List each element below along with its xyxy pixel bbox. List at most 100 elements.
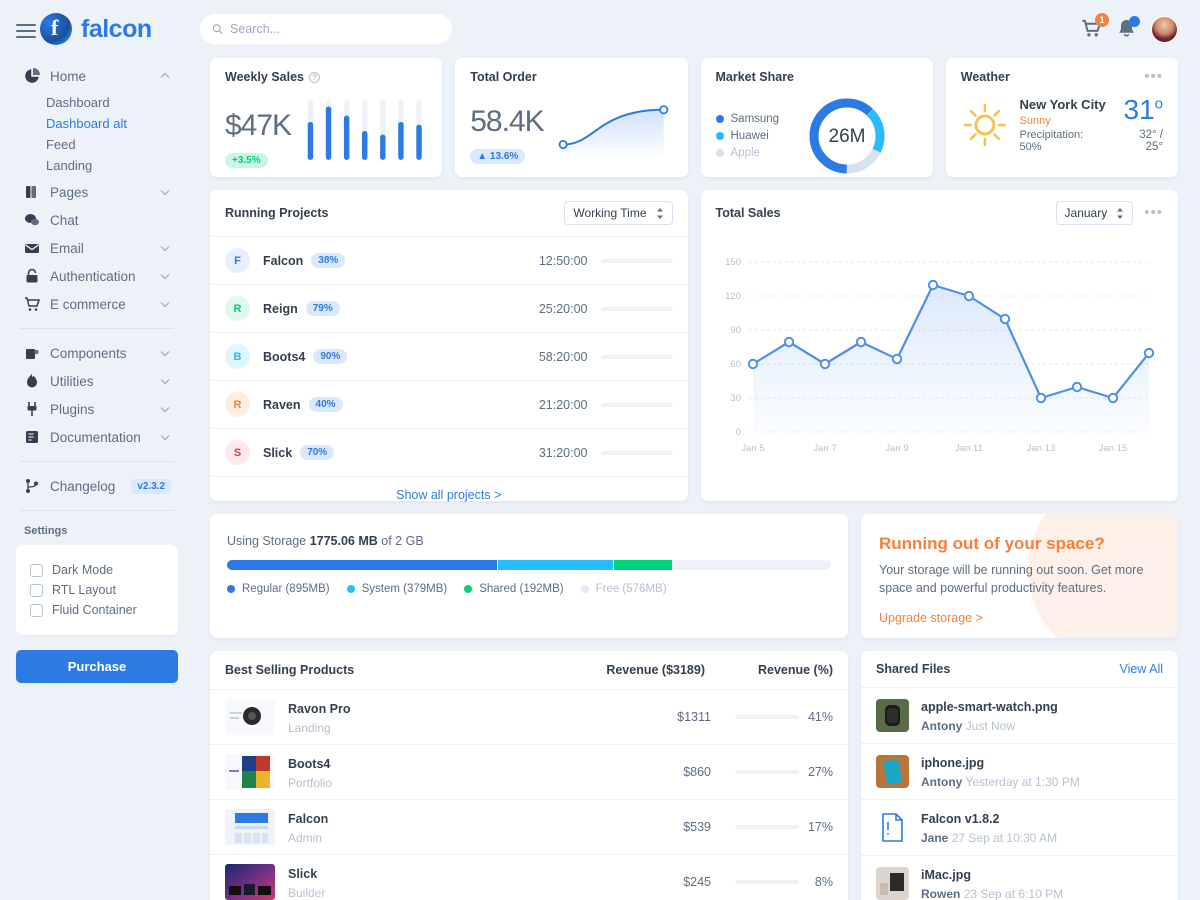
sidebar-item-pages[interactable]: Pages: [16, 178, 178, 206]
sidebar-sub-home: Dashboard Dashboard alt Feed Landing: [16, 90, 178, 178]
working-time-select[interactable]: Working Time: [564, 201, 673, 225]
product-revenue-pct: 41%: [807, 710, 833, 724]
product-name: Ravon Pro: [288, 701, 351, 716]
product-name: Slick: [288, 866, 318, 881]
legend-dot: [346, 585, 355, 593]
table-row[interactable]: Boots4 Portfolio $860 27%: [210, 745, 848, 800]
falcon-thumbnail: [225, 809, 275, 845]
chevron-down-icon[interactable]: [160, 432, 170, 442]
progress-bar: [735, 715, 799, 719]
product-category: Admin: [288, 830, 323, 845]
list-item[interactable]: iMac.jpg Rowen 23 Sep at 6:10 PM: [861, 856, 1178, 900]
setting-rtl-layout[interactable]: RTL Layout: [30, 583, 164, 597]
book-open-icon: [26, 431, 38, 443]
projects-list: F Falcon 38% 12:50:00 R Reign 79% 25:20:…: [210, 237, 688, 477]
chevron-down-icon[interactable]: [160, 271, 170, 281]
info-icon[interactable]: ?: [309, 71, 320, 83]
checkbox-rtl-layout[interactable]: [30, 583, 43, 597]
setting-fluid-container[interactable]: Fluid Container: [30, 603, 164, 617]
sidebar-item-landing[interactable]: Landing: [46, 158, 93, 173]
sidebar-item-changelog[interactable]: Changelog v2.3.2: [16, 472, 178, 500]
table-row[interactable]: Slick Builder $245 8%: [210, 855, 848, 900]
setting-dark-mode[interactable]: Dark Mode: [30, 563, 164, 577]
table-row[interactable]: S Slick 70% 31:20:00: [210, 429, 688, 477]
sidebar-item-email[interactable]: Email: [16, 234, 178, 262]
brand[interactable]: falcon: [16, 0, 178, 58]
ellipsis-icon[interactable]: •••: [1144, 204, 1163, 221]
chevron-down-icon[interactable]: [160, 243, 170, 253]
sidebar-item-authentication[interactable]: Authentication: [16, 262, 178, 290]
sidebar-item-feed[interactable]: Feed: [46, 137, 76, 152]
legend-label: Samsung: [730, 113, 780, 125]
storage-row: Using Storage 1775.06 MB of 2 GB Regular…: [210, 514, 1178, 638]
checkbox-dark-mode[interactable]: [30, 563, 43, 577]
avatar[interactable]: [1151, 15, 1178, 43]
table-row[interactable]: Ravon Pro Landing $1311 41%: [210, 690, 848, 745]
file-time: 27 Sep at 10:30 AM: [951, 831, 1058, 845]
sidebar-item-components[interactable]: Components: [16, 339, 178, 367]
project-time: 58:20:00: [538, 349, 588, 364]
purchase-button[interactable]: Purchase: [16, 650, 178, 683]
product-revenue-pct: 8%: [814, 875, 833, 889]
shopping-cart-icon: [25, 297, 40, 311]
chevron-up-icon[interactable]: [160, 71, 170, 81]
y-tick-label: 60: [730, 359, 741, 370]
setting-label: Fluid Container: [52, 603, 137, 617]
month-select[interactable]: January: [1055, 201, 1134, 225]
sidebar-item-ecommerce[interactable]: E commerce: [16, 290, 178, 318]
progress-bar: [600, 354, 673, 359]
sort-arrows-icon: [1117, 207, 1124, 219]
y-tick-label: 90: [730, 325, 741, 336]
weather-temp: 31: [1123, 94, 1155, 125]
weather-title: Weather: [960, 70, 1010, 84]
table-row[interactable]: B Boots4 90% 58:20:00: [210, 333, 688, 381]
legend-label: Apple: [730, 147, 760, 159]
legend-item-apple: Apple: [715, 147, 780, 159]
chevron-down-icon[interactable]: [160, 187, 170, 197]
sidebar-item-chat[interactable]: Chat: [16, 206, 178, 234]
sidebar-item-label: Pages: [50, 184, 89, 200]
sidebar-item-home[interactable]: Home: [16, 62, 178, 90]
search-input[interactable]: [230, 22, 440, 36]
list-item[interactable]: iphone.jpg Antony Yesterday at 1:30 PM: [861, 744, 1178, 800]
sidebar-divider: [20, 328, 174, 329]
sidebar-item-documentation[interactable]: Documentation: [16, 423, 178, 451]
chevron-down-icon[interactable]: [160, 376, 170, 386]
y-tick-label: 120: [725, 291, 741, 302]
chevron-down-icon[interactable]: [160, 404, 170, 414]
panel-title: Shared Files: [876, 662, 951, 676]
list-item[interactable]: Falcon v1.8.2 Jane 27 Sep at 10:30 AM: [861, 800, 1178, 856]
sidebar: falcon Home Dashboard Dashboard alt Feed…: [0, 0, 194, 900]
view-all-link[interactable]: View All: [1119, 662, 1163, 676]
sidebar-item-dashboard-alt[interactable]: Dashboard alt: [46, 116, 127, 131]
show-all-projects-link[interactable]: Show all projects >: [396, 488, 502, 502]
checkbox-fluid-container[interactable]: [30, 603, 43, 617]
hamburger-menu-icon[interactable]: [16, 20, 36, 42]
chevron-down-icon[interactable]: [160, 299, 170, 309]
sidebar-item-dashboard[interactable]: Dashboard: [46, 95, 110, 110]
project-time: 31:20:00: [538, 445, 588, 460]
notifications-button[interactable]: [1116, 16, 1140, 40]
upgrade-promo-card: Running out of your space? Your storage …: [861, 514, 1178, 638]
sidebar-item-utilities[interactable]: Utilities: [16, 367, 178, 395]
list-item[interactable]: apple-smart-watch.png Antony Just Now: [861, 688, 1178, 744]
search-box[interactable]: [200, 14, 452, 44]
lock-icon: [26, 268, 38, 283]
table-row[interactable]: F Falcon 38% 12:50:00: [210, 237, 688, 285]
x-tick-label: Jan 15: [1098, 443, 1127, 454]
file-user: Antony: [921, 775, 963, 789]
sidebar-item-label: Authentication: [50, 268, 136, 284]
upgrade-storage-link[interactable]: Upgrade storage >: [879, 611, 983, 626]
chat-bubble-icon: [25, 214, 39, 226]
cart-button[interactable]: 1: [1081, 13, 1109, 40]
total-order-value: 58.4K: [470, 105, 544, 138]
legend-item-system: System (379MB): [346, 583, 447, 595]
x-tick-label: Jan 11: [955, 443, 983, 454]
ellipsis-icon[interactable]: •••: [1144, 68, 1163, 85]
chevron-down-icon[interactable]: [160, 348, 170, 358]
table-row[interactable]: Falcon Admin $539 17%: [210, 800, 848, 855]
table-row[interactable]: R Reign 79% 25:20:00: [210, 285, 688, 333]
table-row[interactable]: R Raven 40% 21:20:00: [210, 381, 688, 429]
sidebar-item-plugins[interactable]: Plugins: [16, 395, 178, 423]
